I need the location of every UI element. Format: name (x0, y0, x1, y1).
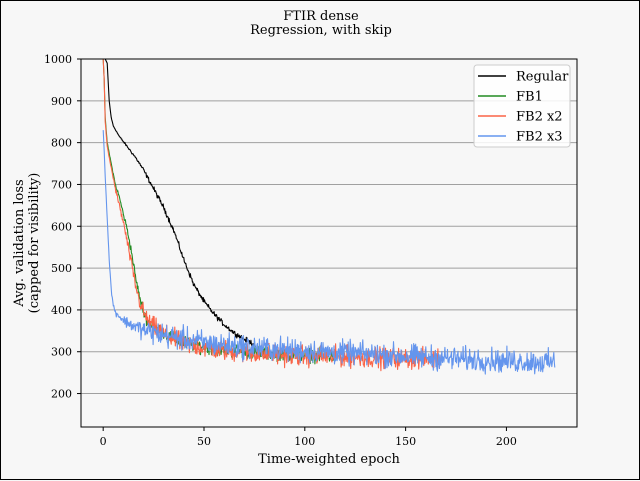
x-tick-label: 150 (395, 435, 416, 448)
chart-title: FTIR dense (283, 9, 359, 24)
x-tick-label: 100 (294, 435, 315, 448)
legend-label: FB2 x2 (516, 110, 563, 125)
series-line-regular (104, 59, 255, 347)
x-tick-label: 50 (197, 435, 211, 448)
plot-area-frame (80, 58, 578, 428)
y-tick-label: 500 (51, 262, 72, 275)
axis-ticks: 200 300 400 500 600 700 800 900 1000 0 50 100 150 200 (44, 53, 517, 448)
y-tick-label: 700 (51, 178, 72, 191)
y-tick-label: 200 (51, 388, 72, 401)
y-axis-label-line2: (capped for visibility) (27, 173, 42, 314)
y-tick-label: 600 (51, 220, 72, 233)
y-tick-label: 900 (51, 95, 72, 108)
y-tick-label: 1000 (44, 53, 72, 66)
chart-subtitle: Regression, with skip (250, 23, 392, 38)
legend-box (473, 64, 571, 148)
legend-label: FB2 x3 (516, 130, 563, 145)
y-tick-label: 800 (51, 137, 72, 150)
series-line-fb2-x3 (102, 130, 556, 375)
legend-label: FB1 (516, 90, 543, 105)
x-tick-label: 0 (100, 435, 107, 448)
y-tick-label: 400 (51, 304, 72, 317)
y-tick-label: 300 (51, 346, 72, 359)
x-tick-label: 200 (496, 435, 517, 448)
legend: Regular FB1 FB2 x2 FB2 x3 (473, 64, 571, 148)
y-axis-label-line1: Avg. validation loss (12, 179, 27, 307)
x-axis-label: Time-weighted epoch (258, 452, 400, 467)
legend-label: Regular (516, 70, 569, 85)
plot-series (102, 59, 556, 375)
series-line-fb2-x2 (102, 59, 443, 372)
